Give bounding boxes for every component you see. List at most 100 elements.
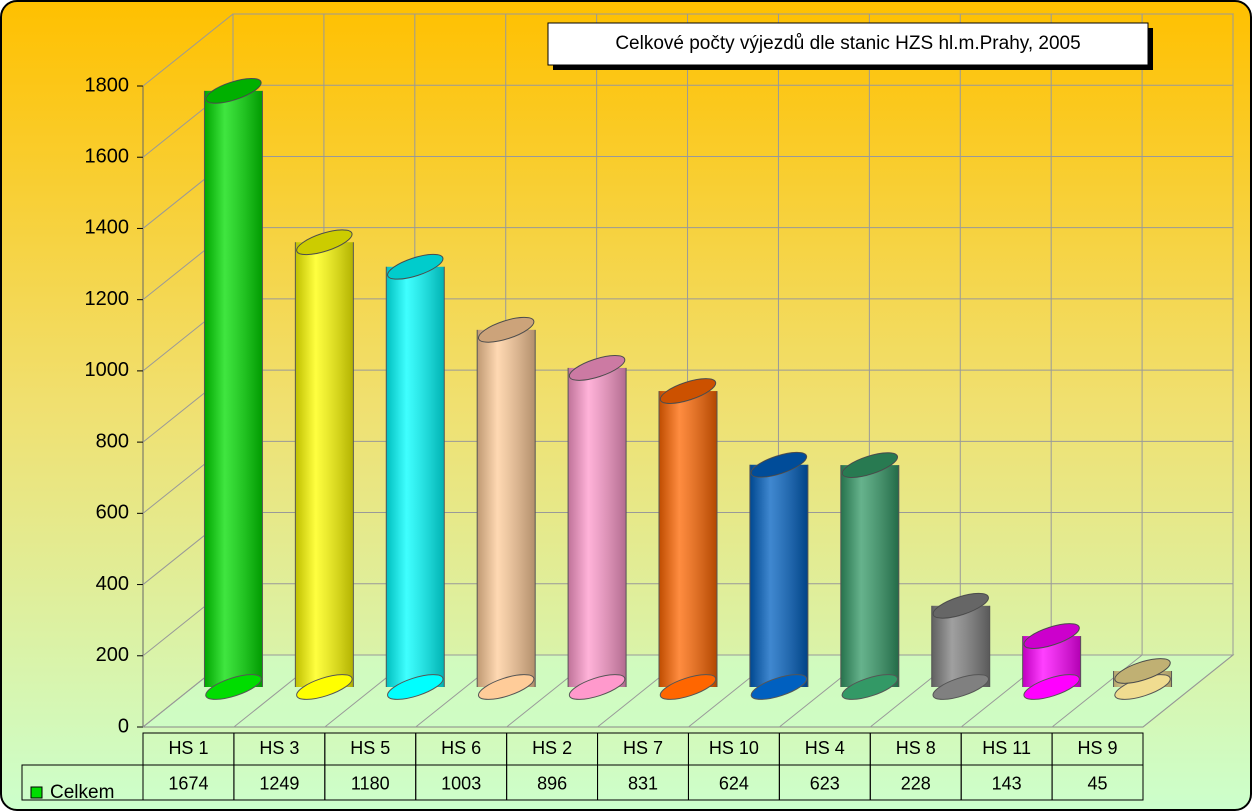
- y-tick-label: 200: [96, 644, 129, 666]
- x-tick-label: HS 2: [532, 738, 572, 758]
- x-tick-label: HS 4: [805, 738, 845, 758]
- bar-shade: [840, 465, 899, 687]
- y-tick-label: 1000: [85, 359, 130, 381]
- chart-title: Celkové počty výjezdů dle stanic HZS hl.…: [615, 33, 1080, 54]
- x-tick-label: HS 10: [709, 738, 759, 758]
- bar-top-shade: [1114, 658, 1171, 684]
- y-tick-label: 1800: [85, 74, 130, 96]
- bar-top: [841, 452, 899, 479]
- bar-shade: [931, 605, 990, 687]
- bar-top-shade: [842, 452, 898, 478]
- bar-top-shade: [478, 317, 534, 343]
- floor-line: [1142, 654, 1234, 728]
- bar: [1113, 658, 1173, 700]
- bar-body-cover: [841, 465, 899, 687]
- bar-shade: [477, 329, 536, 687]
- x-tick-label: HS 6: [441, 738, 481, 758]
- bar-body-cover: [204, 91, 262, 687]
- bar-top: [750, 451, 808, 478]
- table-cell: [1051, 764, 1144, 801]
- plot-area: 0 200 400 600 800 1000 1200 1400 1600 1800 Celkem H…: [21, 13, 1235, 803]
- table-value: 1003: [441, 773, 481, 793]
- bar: [840, 452, 900, 700]
- bar-top: [205, 77, 262, 104]
- table-value: 1674: [168, 773, 208, 793]
- bar-top: [568, 355, 626, 381]
- x-tick-label: HS 9: [1078, 738, 1118, 758]
- bar-top-shade: [751, 452, 807, 478]
- bar-body-cover: [295, 242, 353, 687]
- bar-base: [932, 674, 989, 700]
- table-value: 623: [810, 773, 840, 793]
- x-tick-label: HS 8: [896, 738, 936, 758]
- x-tick-label: HS 11: [982, 738, 1031, 758]
- y-tick-label: 600: [96, 502, 129, 524]
- y-tick-label: 1400: [85, 217, 130, 239]
- bar-top: [1023, 623, 1080, 649]
- y-tick-label: 1200: [85, 288, 130, 310]
- bar-base: [659, 674, 717, 700]
- table-value: 228: [901, 773, 931, 793]
- table-value: 143: [992, 773, 1022, 793]
- bar-shade: [204, 90, 263, 688]
- bar-body-cover: [477, 330, 535, 687]
- grid-line: [142, 13, 234, 87]
- bar-shade: [386, 266, 445, 687]
- bar-top-shade: [660, 378, 716, 404]
- bar-base: [568, 674, 626, 700]
- bar: [749, 451, 809, 700]
- bar-top: [296, 229, 353, 256]
- y-tick-label: 400: [96, 573, 129, 595]
- bar-base: [477, 674, 535, 700]
- bar-shade: [295, 242, 354, 687]
- x-tick-label: HS 1: [168, 738, 208, 758]
- bar: [385, 253, 445, 700]
- bar-shade: [568, 367, 627, 687]
- bar-top: [1114, 658, 1171, 684]
- bar-base: [841, 674, 899, 700]
- table-value: 831: [628, 773, 658, 793]
- table-value: 896: [537, 773, 567, 793]
- bar-top-shade: [296, 229, 353, 255]
- bar-top-shade: [933, 593, 989, 619]
- bar-body-cover: [750, 465, 808, 687]
- bar-body-cover: [386, 267, 444, 687]
- table-value: 1249: [259, 773, 299, 793]
- bar-base: [387, 674, 444, 700]
- bar-top: [477, 316, 535, 343]
- bar-base: [750, 674, 808, 700]
- bar-top: [387, 253, 444, 280]
- y-tick-label: 800: [96, 430, 129, 452]
- x-tick-label: HS 3: [259, 738, 299, 758]
- bar-top-shade: [569, 355, 625, 381]
- bar-top-shade: [1023, 623, 1080, 649]
- title-box: [547, 22, 1149, 66]
- bar: [203, 77, 263, 700]
- bar: [931, 592, 991, 700]
- bar: [1022, 623, 1082, 700]
- x-tick-label: HS 5: [350, 738, 390, 758]
- bar-shade: [749, 464, 808, 687]
- y-tick-label: 0: [118, 715, 129, 737]
- bar-base: [1023, 674, 1080, 700]
- bar-body-cover: [568, 368, 626, 687]
- bar: [658, 378, 718, 700]
- floor-line: [1051, 654, 1143, 728]
- table-value: 624: [719, 773, 749, 793]
- bar-body-cover: [659, 391, 717, 687]
- bar-top: [659, 378, 717, 404]
- bar-top-shade: [205, 78, 262, 104]
- table-value: 45: [1088, 773, 1108, 793]
- bar-base: [205, 674, 262, 700]
- bar-top-shade: [387, 254, 443, 280]
- bar: [476, 316, 536, 700]
- table-value: 1180: [351, 773, 390, 793]
- x-tick-label: HS 7: [623, 738, 663, 758]
- y-tick-label: 1600: [85, 146, 130, 168]
- bar-base: [296, 674, 353, 700]
- bar: [294, 229, 354, 700]
- bar-top: [932, 592, 989, 619]
- bar-shade: [659, 391, 717, 687]
- legend-swatch: [30, 786, 43, 799]
